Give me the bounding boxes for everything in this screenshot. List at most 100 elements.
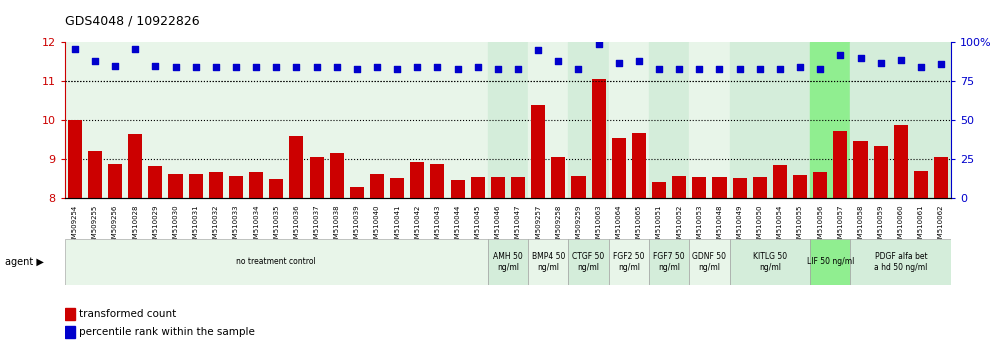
Point	[913, 64, 929, 70]
Text: LIF 50 ng/ml: LIF 50 ng/ml	[807, 257, 854, 267]
Bar	[810, 42, 851, 198]
Point	[289, 64, 305, 70]
Point	[127, 46, 143, 52]
FancyBboxPatch shape	[649, 239, 689, 285]
Bar	[851, 42, 951, 198]
Text: AMH 50
ng/ml: AMH 50 ng/ml	[493, 252, 523, 272]
Bar	[854, 141, 868, 198]
FancyBboxPatch shape	[729, 239, 810, 285]
Point	[872, 60, 888, 65]
Bar	[569, 42, 609, 198]
Point	[551, 58, 567, 64]
Bar	[531, 105, 545, 198]
Bar	[914, 171, 928, 198]
Point	[591, 41, 607, 47]
Point	[370, 64, 385, 70]
Bar	[692, 177, 706, 198]
Point	[611, 60, 626, 65]
Bar	[551, 157, 566, 198]
Text: BMP4 50
ng/ml: BMP4 50 ng/ml	[532, 252, 565, 272]
Point	[167, 64, 183, 70]
Point	[530, 47, 546, 53]
FancyBboxPatch shape	[65, 239, 488, 285]
Bar	[733, 178, 747, 198]
Text: CTGF 50
ng/ml: CTGF 50 ng/ml	[573, 252, 605, 272]
Bar	[773, 165, 787, 198]
Bar	[753, 177, 767, 198]
Point	[571, 66, 587, 72]
Bar	[813, 172, 828, 198]
Point	[630, 58, 646, 64]
Bar	[209, 172, 223, 198]
Text: GDS4048 / 10922826: GDS4048 / 10922826	[65, 14, 199, 27]
Bar	[188, 174, 203, 198]
FancyBboxPatch shape	[810, 239, 851, 285]
Bar	[330, 154, 344, 198]
Point	[651, 66, 667, 72]
FancyBboxPatch shape	[689, 239, 729, 285]
Point	[87, 58, 103, 64]
Point	[772, 66, 788, 72]
FancyBboxPatch shape	[569, 239, 609, 285]
Bar	[528, 42, 569, 198]
Bar	[410, 162, 424, 198]
Point	[671, 66, 687, 72]
Point	[691, 66, 707, 72]
Point	[792, 64, 808, 70]
Point	[813, 66, 829, 72]
Point	[510, 66, 526, 72]
Text: GDNF 50
ng/ml: GDNF 50 ng/ml	[692, 252, 726, 272]
Point	[268, 64, 284, 70]
Bar	[65, 42, 488, 198]
Point	[67, 46, 83, 52]
Bar	[873, 146, 887, 198]
Text: percentile rank within the sample: percentile rank within the sample	[79, 327, 255, 337]
Bar	[592, 79, 606, 198]
Point	[711, 66, 727, 72]
Bar	[249, 172, 263, 198]
Point	[329, 64, 345, 70]
Bar	[649, 42, 689, 198]
Point	[108, 63, 124, 69]
Point	[933, 62, 949, 67]
Bar	[572, 176, 586, 198]
Bar	[712, 177, 726, 198]
Text: agent ▶: agent ▶	[5, 257, 44, 267]
Point	[228, 64, 244, 70]
Point	[248, 64, 264, 70]
FancyBboxPatch shape	[528, 239, 569, 285]
Bar	[430, 164, 444, 198]
Bar	[350, 187, 364, 198]
Bar	[488, 42, 528, 198]
Bar	[310, 157, 324, 198]
Point	[429, 64, 445, 70]
Point	[389, 66, 405, 72]
Bar	[471, 177, 485, 198]
Bar	[631, 133, 646, 198]
Text: FGF7 50
ng/ml: FGF7 50 ng/ml	[653, 252, 685, 272]
Point	[470, 64, 486, 70]
Point	[449, 66, 465, 72]
Text: FGF2 50
ng/ml: FGF2 50 ng/ml	[614, 252, 644, 272]
Bar	[370, 174, 384, 198]
Point	[892, 57, 908, 62]
Bar	[148, 166, 162, 198]
Bar	[793, 175, 807, 198]
Text: transformed count: transformed count	[79, 309, 176, 319]
Bar	[128, 134, 142, 198]
Bar	[390, 178, 404, 198]
Bar	[108, 164, 123, 198]
Point	[208, 64, 224, 70]
Bar	[168, 174, 182, 198]
Point	[853, 55, 869, 61]
Bar	[68, 120, 82, 198]
Bar	[511, 177, 525, 198]
Bar	[65, 308, 75, 320]
Bar	[934, 157, 948, 198]
Bar	[652, 182, 666, 198]
Point	[490, 66, 506, 72]
Bar	[729, 42, 810, 198]
FancyBboxPatch shape	[609, 239, 649, 285]
Bar	[672, 176, 686, 198]
Bar	[612, 138, 625, 198]
